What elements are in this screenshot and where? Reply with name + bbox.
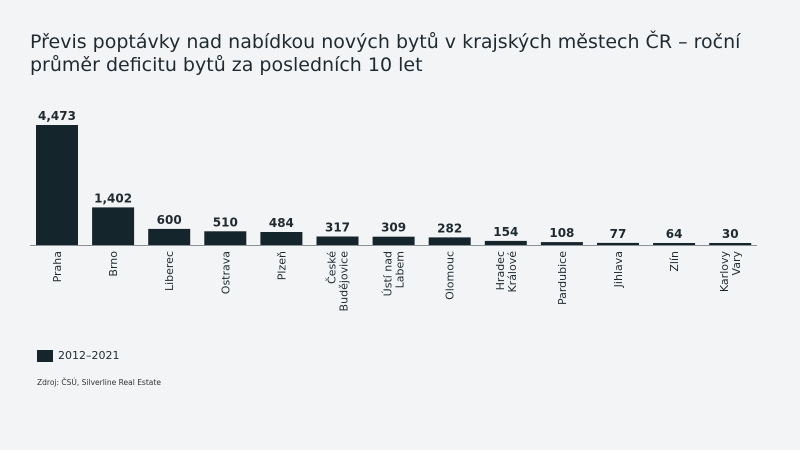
bar-7 (372, 236, 415, 245)
data-label-4: 510 (213, 215, 238, 229)
data-label-12: 64 (666, 227, 683, 241)
category-label-8-line-1: Olomouc (444, 251, 457, 300)
data-label-13: 30 (722, 227, 739, 241)
category-label-2: Brno (107, 251, 120, 277)
category-label-13-line-1: Karlovy (718, 251, 731, 293)
category-label-3: Liberec (163, 251, 176, 291)
category-label-10-line-1: Pardubice (556, 251, 569, 305)
data-label-7: 309 (381, 221, 406, 235)
bar-1 (36, 125, 78, 245)
bar-6 (316, 236, 359, 245)
category-label-5-line-1: Plzeň (275, 251, 288, 280)
bar-13 (709, 243, 752, 245)
chart-title-line-2: průměr deficitu bytů za posledních 10 le… (30, 54, 423, 76)
category-label-9: Hradec Králové (494, 251, 519, 293)
legend-swatch (37, 349, 53, 362)
legend-label: 2012–2021 (58, 349, 120, 362)
category-label-9-line-1: Hradec (494, 251, 507, 290)
category-label-11: Jihlava (612, 251, 625, 288)
category-label-4-line-1: Ostrava (219, 251, 232, 294)
data-label-2: 1,402 (94, 191, 132, 205)
bar-8 (428, 237, 471, 245)
bar-9 (484, 240, 527, 245)
chart-title: Převis poptávky nad nabídkou nových bytů… (30, 31, 770, 77)
bar-4 (204, 231, 247, 245)
category-label-1: Praha (51, 251, 64, 282)
category-label-13-line-2: Vary (730, 251, 743, 276)
data-label-3: 600 (157, 213, 182, 227)
category-label-8: Olomouc (444, 251, 457, 300)
bar-10 (540, 242, 583, 245)
category-label-12-line-1: Zlín (668, 251, 681, 272)
data-label-5: 484 (269, 216, 294, 230)
category-label-2-line-1: Brno (107, 251, 120, 277)
category-label-6: České Budějovice (326, 251, 351, 312)
bar-12 (653, 243, 696, 245)
category-label-11-line-1: Jihlava (612, 251, 625, 288)
data-label-11: 77 (610, 227, 627, 241)
category-label-13: Karlovy Vary (718, 251, 743, 293)
category-label-12: Zlín (668, 251, 681, 272)
data-label-9: 154 (493, 225, 518, 239)
data-label-6: 317 (325, 221, 350, 235)
legend: 2012–2021 (37, 349, 120, 362)
source-note: Zdroj: ČSÚ, Silverline Real Estate (37, 378, 161, 387)
data-label-10: 108 (549, 226, 574, 240)
bar-5 (260, 232, 303, 245)
data-label-8: 282 (437, 221, 462, 235)
category-label-1-line-1: Praha (51, 251, 64, 282)
chart-title-line-1: Převis poptávky nad nabídkou nových bytů… (30, 31, 741, 53)
category-label-7-line-2: Labem (394, 251, 407, 288)
category-label-10: Pardubice (556, 251, 569, 305)
category-label-9-line-2: Králové (506, 251, 519, 293)
bar-chart: 4,473 Praha 1,402 Brno 600 Liberec 510 Ostrava 4… (30, 109, 757, 312)
data-label-1: 4,473 (38, 109, 76, 123)
bar-3 (148, 228, 191, 245)
category-label-4: Ostrava (219, 251, 232, 294)
category-label-5: Plzeň (275, 251, 288, 280)
category-label-6-line-2: Budějovice (338, 251, 351, 312)
category-label-7-line-1: Ústí nad (382, 251, 395, 296)
bar-11 (597, 242, 639, 245)
bar-2 (92, 207, 135, 245)
category-label-6-line-1: České (326, 251, 339, 284)
category-label-7: Ústí nad Labem (382, 251, 407, 296)
category-label-3-line-1: Liberec (163, 251, 176, 291)
